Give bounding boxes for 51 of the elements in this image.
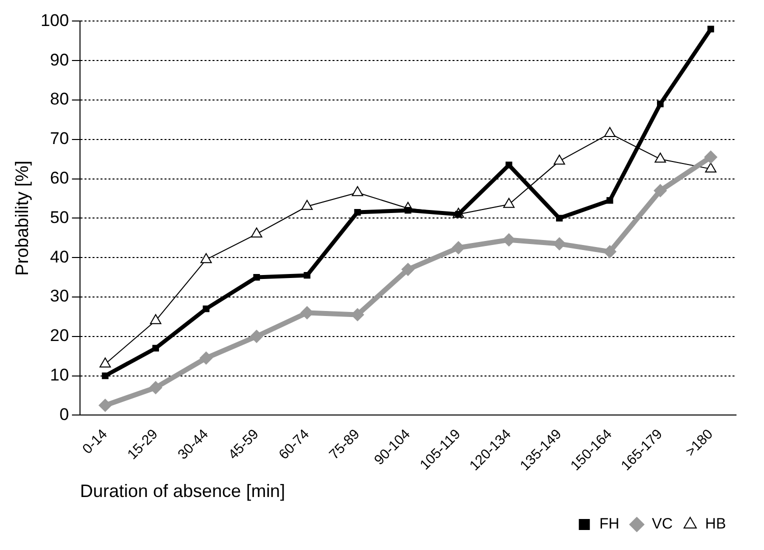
legend-label: HB (705, 516, 726, 533)
point (656, 100, 664, 108)
y-tick-label: 40 (50, 247, 69, 266)
point (253, 274, 260, 281)
legend-label: VC (652, 516, 673, 533)
point (603, 245, 616, 258)
y-axis-title: Probability [%] (12, 160, 32, 276)
point (506, 162, 512, 168)
x-tick-label: 0-14 (78, 426, 110, 457)
point (250, 330, 264, 343)
y-tick-label: 80 (50, 90, 69, 109)
point (704, 150, 718, 164)
point (149, 381, 162, 394)
point (606, 197, 614, 204)
y-tick-label: 60 (50, 168, 69, 188)
point (150, 314, 162, 324)
point (200, 253, 212, 264)
point (705, 162, 716, 172)
y-tick-label: 90 (50, 50, 69, 70)
point (604, 126, 616, 137)
point (554, 154, 566, 165)
point (503, 198, 515, 208)
y-tick-label: 70 (50, 129, 69, 148)
point (250, 227, 262, 238)
point (452, 241, 465, 254)
point (552, 237, 566, 250)
point (502, 233, 516, 246)
y-tick-label: 10 (50, 365, 69, 384)
y-tick-label: 100 (40, 10, 69, 30)
point (98, 398, 112, 412)
point (404, 206, 412, 214)
point (354, 208, 361, 216)
point (707, 26, 714, 32)
point (200, 352, 213, 365)
point (304, 272, 310, 279)
point (351, 308, 364, 322)
point (654, 152, 666, 163)
y-tick-label: 20 (50, 326, 69, 346)
y-tick-label: 30 (50, 286, 69, 306)
point (401, 262, 414, 276)
x-axis-title: Duration of absence [min] (80, 481, 286, 502)
point (556, 214, 563, 222)
point (202, 305, 210, 312)
point (352, 186, 364, 196)
y-tick-label: 0 (59, 404, 69, 424)
point (654, 184, 667, 198)
legend-label: FH (599, 516, 620, 533)
y-tick-label: 50 (50, 208, 69, 227)
point (152, 344, 159, 352)
point (301, 200, 313, 210)
point (102, 372, 109, 380)
